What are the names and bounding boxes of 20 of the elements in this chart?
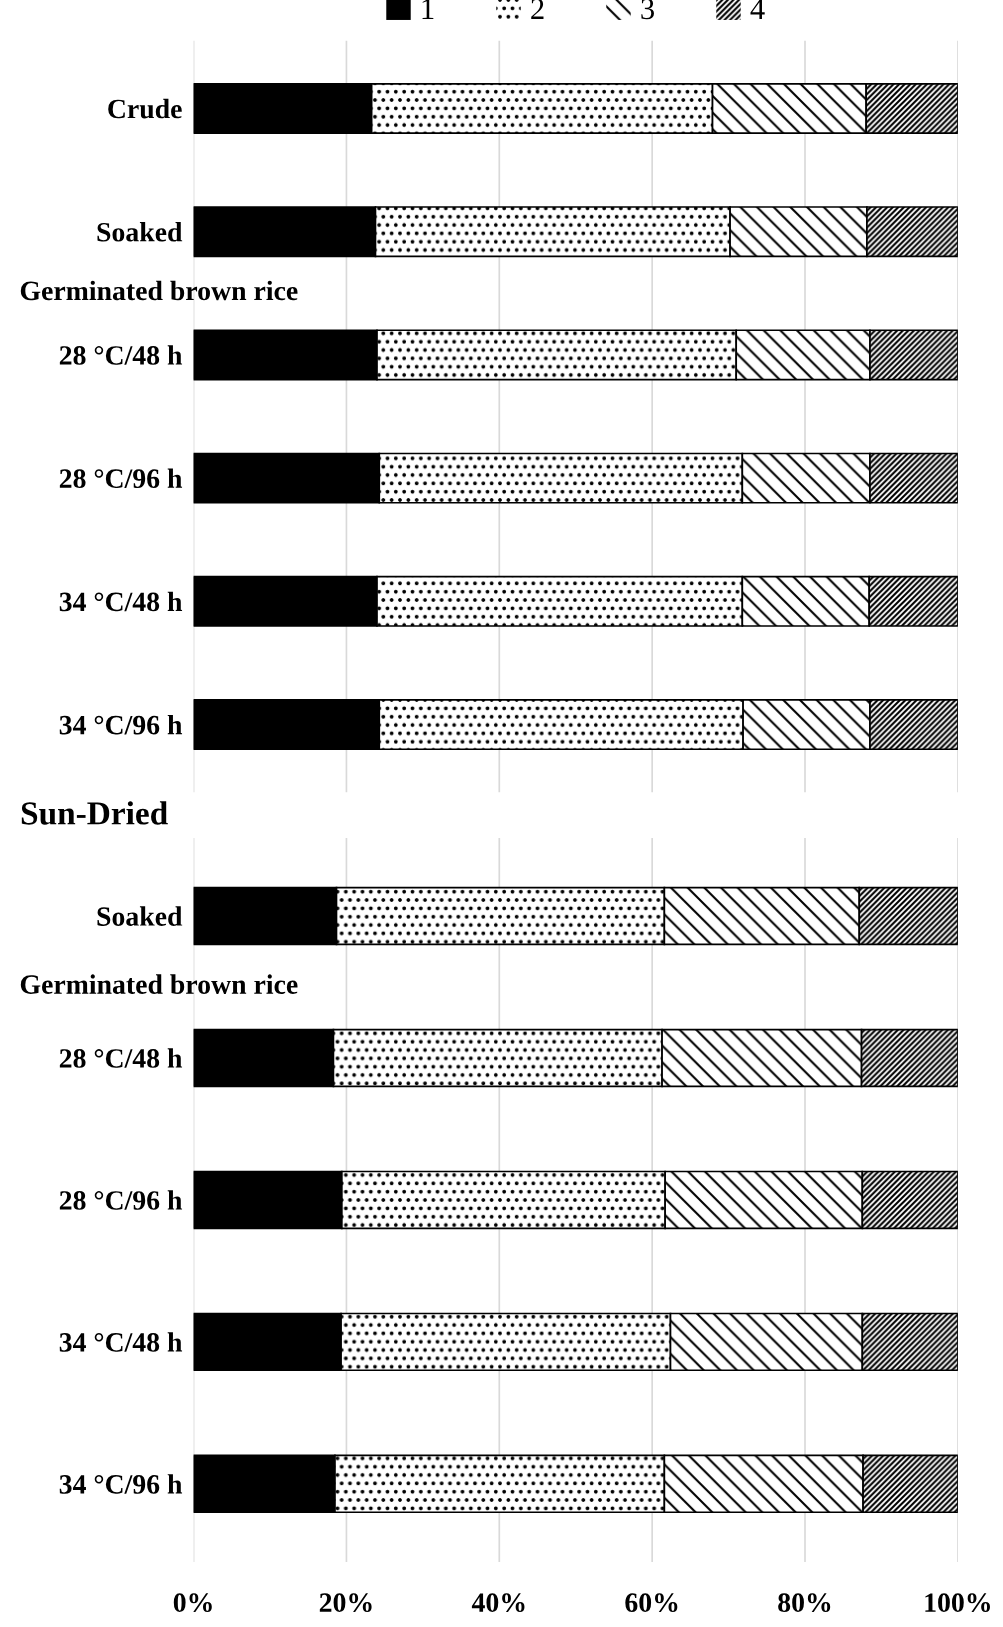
x-tick-label: 0% (173, 1593, 212, 1613)
x-tick-label: 20% (319, 1593, 372, 1613)
y-tick-label: Soaked (97, 906, 183, 926)
y-tick-label: 34 °C/96 h (59, 1474, 183, 1494)
y-tick-label: Crude (108, 98, 182, 119)
x-tick-label: 40% (471, 1593, 525, 1613)
y-tick-label: 28 °C/48 h (59, 345, 183, 365)
x-tick-label: 80% (778, 1593, 831, 1613)
y-tick-label: Soaked (97, 222, 183, 242)
y-tick-label: 28 °C/48 h (59, 1048, 183, 1068)
x-tick-label: 60% (625, 1593, 678, 1613)
annotation: Germinated brown rice (20, 974, 298, 994)
y-tick-label: 34 °C/48 h (59, 591, 183, 612)
y-tick-label: 28 °C/96 h (59, 468, 183, 489)
x-tick-label: 100% (925, 1593, 990, 1613)
y-tick-label: 34 °C/96 h (59, 714, 183, 735)
annotation: Germinated brown rice (20, 280, 298, 301)
y-tick-label: 34 °C/48 h (59, 1332, 183, 1352)
y-tick-label: 28 °C/96 h (59, 1190, 183, 1210)
chart-title: Sun-Dried (21, 801, 168, 825)
